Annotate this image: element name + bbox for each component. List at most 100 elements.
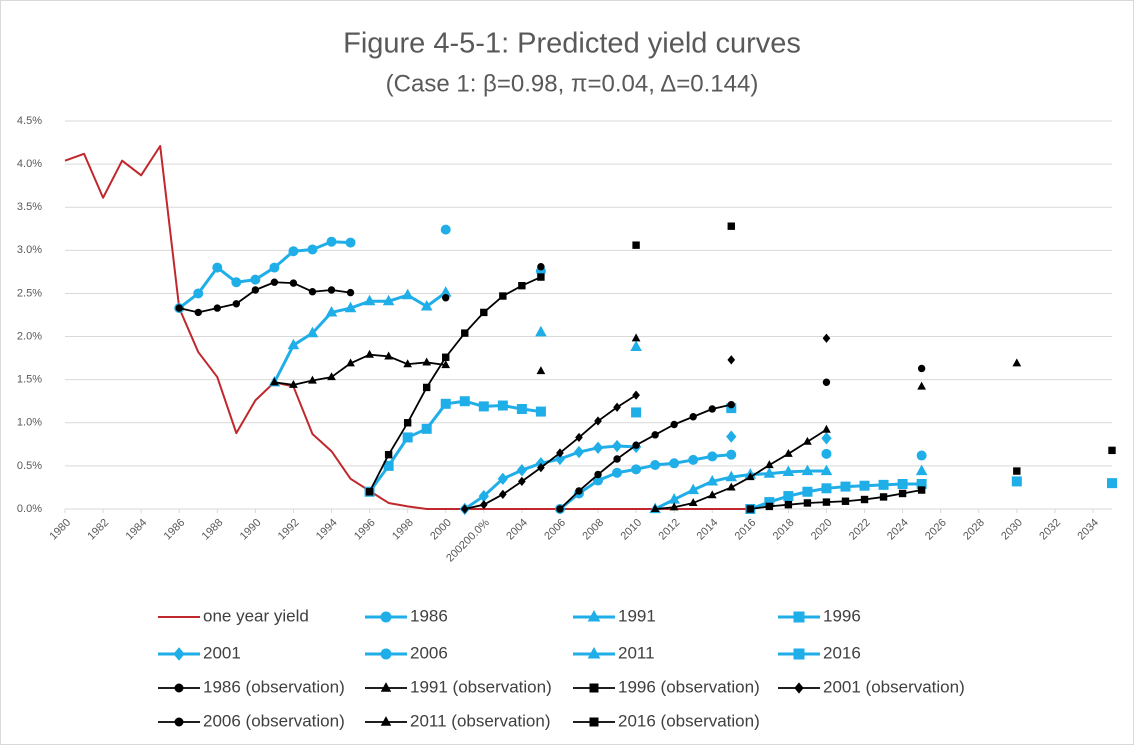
marker [442, 294, 450, 302]
marker [344, 301, 357, 313]
marker [327, 372, 336, 381]
series-line [750, 489, 922, 510]
legend-label: 2001 (observation) [823, 677, 965, 696]
marker [587, 646, 601, 659]
marker [612, 467, 623, 478]
y-tick-label: 0.5% [17, 460, 42, 472]
marker [422, 357, 432, 366]
legend-item: 2006 [365, 643, 448, 662]
legend-item: 1986 [365, 606, 448, 625]
marker [194, 308, 202, 317]
legend-item: 2016 (observation) [573, 711, 760, 730]
marker [916, 450, 927, 461]
marker [365, 488, 374, 496]
marker [516, 464, 528, 477]
marker [765, 502, 774, 511]
y-tick-label: 3.0% [17, 244, 42, 256]
y-tick-label: 2.0% [17, 330, 42, 342]
marker [822, 424, 831, 433]
marker [478, 401, 489, 412]
legend-label: 1986 (observation) [203, 677, 345, 696]
marker [213, 304, 221, 312]
marker [631, 407, 642, 418]
marker [380, 682, 392, 692]
marker [461, 329, 469, 337]
marker [535, 406, 546, 417]
marker [365, 349, 374, 358]
marker [782, 465, 795, 477]
legend-item: 1996 [778, 606, 861, 625]
marker [670, 420, 678, 429]
marker [631, 464, 642, 475]
marker [841, 497, 850, 505]
marker [554, 452, 566, 466]
marker [822, 333, 831, 343]
marker [363, 294, 376, 306]
marker [420, 299, 433, 311]
marker [384, 351, 393, 360]
marker [442, 353, 450, 361]
marker [575, 432, 583, 443]
chart-title: Figure 4-5-1: Predicted yield curves [343, 28, 801, 60]
marker [763, 467, 776, 478]
marker [382, 294, 395, 306]
marker [822, 498, 831, 506]
marker [727, 355, 736, 365]
marker [289, 279, 298, 287]
marker [687, 483, 699, 495]
marker [288, 246, 299, 257]
marker [497, 400, 508, 411]
series-line [558, 453, 732, 511]
marker [821, 483, 832, 494]
marker [421, 423, 432, 434]
marker [745, 472, 755, 481]
legend-item: 2011 [573, 643, 655, 662]
legend-label: 2011 [618, 643, 655, 662]
marker [878, 479, 889, 490]
legend-label: 1996 (observation) [618, 677, 760, 696]
series-line [559, 403, 732, 510]
marker [794, 682, 804, 694]
marker [746, 505, 755, 513]
marker [174, 683, 184, 693]
marker [917, 486, 926, 494]
marker [840, 481, 851, 492]
marker [403, 359, 413, 368]
marker [535, 325, 547, 337]
legend-label: 2011 (observation) [410, 711, 551, 730]
marker [460, 504, 469, 514]
marker [1013, 467, 1021, 475]
marker [669, 458, 680, 469]
marker [688, 498, 698, 507]
marker [917, 364, 926, 373]
marker [270, 377, 279, 386]
y-tick-label: 4.5% [17, 115, 42, 127]
marker [860, 495, 869, 504]
series-line [749, 482, 922, 511]
marker [632, 441, 640, 449]
marker [480, 308, 488, 317]
legend-label: 2016 (observation) [618, 711, 760, 730]
marker [440, 224, 451, 235]
marker [440, 398, 451, 409]
marker [611, 439, 623, 453]
series-line [368, 276, 542, 493]
marker [518, 476, 526, 487]
marker [594, 470, 602, 479]
marker [803, 436, 812, 445]
marker [536, 366, 546, 375]
marker [575, 487, 583, 495]
marker [231, 277, 242, 288]
marker [669, 502, 679, 511]
marker [422, 383, 431, 392]
marker [726, 482, 736, 491]
series-line [368, 399, 542, 493]
marker [801, 464, 814, 476]
marker [175, 304, 183, 312]
legend-item: one year yield [158, 606, 309, 625]
marker [499, 292, 507, 300]
legend-item: 2001 [158, 643, 241, 662]
marker [380, 648, 392, 660]
marker [516, 403, 527, 414]
